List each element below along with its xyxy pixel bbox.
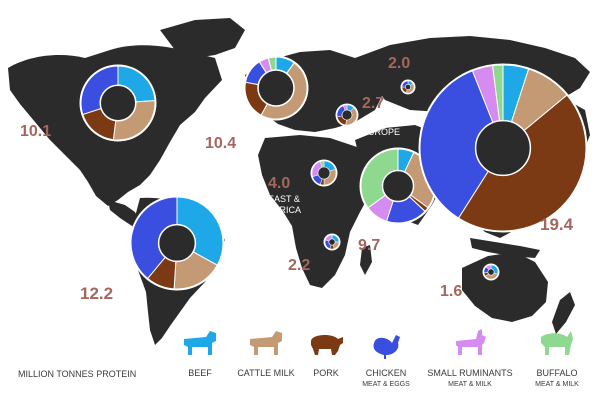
donut-oceania	[482, 263, 500, 281]
legend-label-pork: PORK	[313, 368, 339, 378]
goat-icon	[456, 329, 486, 355]
continent-australia	[462, 252, 548, 322]
total-label-oceania: 1.6	[440, 283, 462, 300]
region-name-eastern-europe-line-1: EUROPE	[362, 127, 400, 137]
legend-sublabel-chicken: MEAT & EGGS	[362, 381, 410, 388]
legend-label-buffalo: BUFFALO	[536, 368, 577, 378]
legend: MILLION TONNES PROTEIN BEEF CATTLE MILK PO…	[18, 329, 579, 388]
donut-hole	[381, 169, 415, 203]
buffalo-icon	[541, 331, 573, 355]
total-label-east-africa: 4.0	[268, 175, 290, 192]
continent-africa	[258, 135, 375, 288]
donut-hole	[404, 84, 411, 91]
total-label-east-asia: 19.4	[540, 215, 574, 234]
donut-east-asia	[418, 63, 588, 233]
donut-hole	[487, 268, 495, 276]
donut-hole	[99, 84, 137, 122]
donut-hole	[474, 119, 532, 177]
donut-hole	[328, 238, 336, 246]
region-name-east-africa-line-0: EAST &	[268, 194, 300, 204]
total-label-eastern-europe: 2.7	[362, 95, 384, 112]
donut-east-africa	[310, 159, 338, 187]
legend-label-cattle_milk: CATTLE MILK	[237, 368, 294, 378]
unit-label: MILLION TONNES PROTEIN	[18, 369, 136, 379]
legend-label-chicken: CHICKEN	[366, 368, 407, 378]
donut-hole	[257, 69, 295, 107]
donut-russia	[400, 79, 416, 95]
total-label-western-europe: 10.4	[205, 135, 236, 152]
donut-north-america	[79, 64, 157, 142]
total-label-south-america: 12.2	[80, 284, 113, 303]
donut-western-europe	[243, 55, 309, 121]
chicken-icon	[373, 335, 400, 359]
pig-icon	[311, 335, 343, 355]
donut-charts	[79, 55, 588, 291]
legend-sublabel-small_ruminants: MEAT & MILK	[448, 381, 492, 388]
cow-icon	[250, 331, 282, 355]
region-name-eastern-europe-line-0: EASTERN	[362, 116, 405, 126]
donut-sub-saharan-africa	[323, 233, 341, 251]
donut-west-asia	[359, 147, 437, 225]
continent-indonesia	[470, 238, 540, 258]
total-label-west-asia: 9.7	[358, 237, 380, 254]
region-name-east-africa-line-1: AFRICA	[268, 205, 301, 215]
donut-hole	[157, 223, 197, 263]
legend-sublabel-buffalo: MEAT & MILK	[535, 381, 579, 388]
total-label-russia: 2.0	[388, 55, 410, 72]
continent-greenland	[160, 18, 245, 58]
continent-central-america	[108, 200, 140, 226]
cow-icon	[184, 331, 216, 355]
total-label-sub-saharan-africa: 2.2	[288, 257, 310, 274]
legend-label-small_ruminants: SMALL RUMINANTS	[427, 368, 512, 378]
continent-new-zealand	[552, 292, 575, 334]
donut-eastern-europe	[335, 103, 359, 127]
continent-madagascar	[360, 245, 372, 275]
total-label-north-america: 10.1	[20, 123, 51, 140]
donut-hole	[341, 109, 353, 121]
donut-hole	[317, 166, 331, 180]
legend-label-beef: BEEF	[188, 368, 212, 378]
donut-south-america	[129, 195, 225, 291]
